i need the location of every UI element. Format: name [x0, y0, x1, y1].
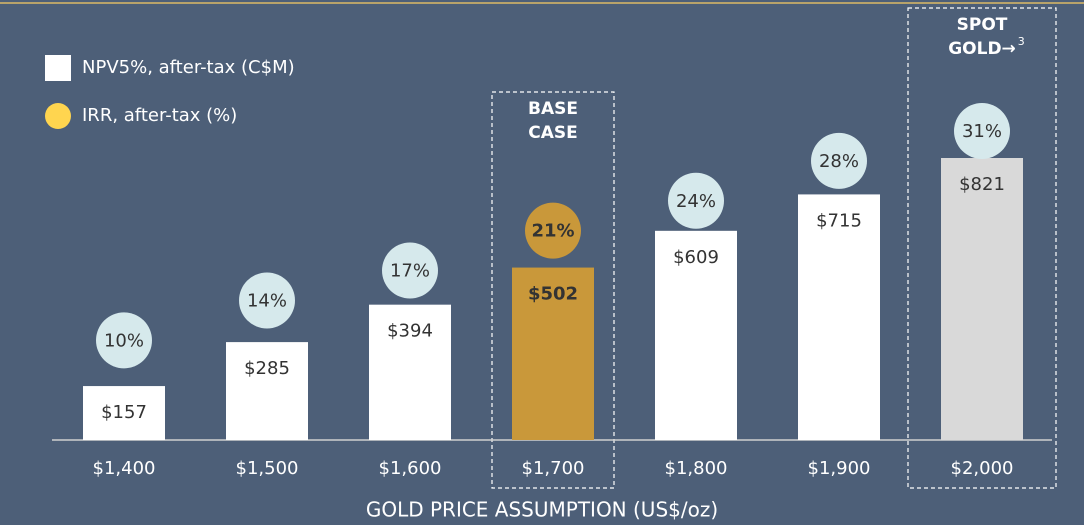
legend-swatch — [45, 55, 71, 81]
annotation: CASE — [528, 123, 578, 143]
irr-bubble — [382, 242, 438, 299]
irr-label: 17% — [390, 261, 430, 282]
bar — [941, 158, 1023, 440]
irr-label: 28% — [819, 151, 859, 172]
x-tick-label: $1,400 — [93, 458, 156, 479]
bar — [226, 342, 308, 440]
bar-value-label: $157 — [101, 402, 147, 423]
bar — [512, 267, 594, 440]
bar-value-label: $821 — [959, 174, 1005, 195]
x-tick-label: $1,900 — [808, 458, 871, 479]
irr-label: 14% — [247, 290, 287, 311]
bar-value-label: $715 — [816, 210, 862, 231]
bar — [798, 194, 880, 440]
bar — [83, 386, 165, 440]
irr-bubble — [668, 172, 724, 229]
x-tick-label: $1,700 — [522, 458, 585, 479]
x-axis-label: GOLD PRICE ASSUMPTION (US$/oz) — [366, 498, 718, 522]
bar-value-label: $285 — [244, 358, 290, 379]
irr-bubble — [954, 103, 1010, 159]
x-tick-label: $1,600 — [379, 458, 442, 479]
legend-label: NPV5%, after-tax (C$M) — [82, 57, 295, 78]
irr-label: 10% — [104, 330, 144, 351]
annotation-superscript: 3 — [1018, 35, 1025, 48]
bar — [369, 304, 451, 440]
legend-swatch — [45, 103, 71, 129]
annotation: BASE — [528, 99, 578, 119]
irr-label: 24% — [676, 191, 716, 212]
irr-label: 31% — [962, 121, 1002, 142]
bar-value-label: $502 — [528, 284, 578, 305]
bar-value-label: $394 — [387, 321, 433, 342]
irr-bubble — [239, 272, 295, 329]
irr-bubble — [525, 202, 581, 259]
irr-bubble — [811, 132, 867, 189]
irr-bubble — [96, 312, 152, 369]
annotation: GOLD→ — [948, 39, 1016, 59]
x-tick-label: $1,500 — [236, 458, 299, 479]
highlight-box — [907, 7, 1057, 489]
legend-label: IRR, after-tax (%) — [82, 105, 237, 126]
bar-value-label: $609 — [673, 247, 719, 268]
x-tick-label: $1,800 — [665, 458, 728, 479]
bar — [655, 230, 737, 440]
annotation: SPOT — [957, 15, 1008, 35]
x-tick-label: $2,000 — [951, 458, 1014, 479]
irr-label: 21% — [531, 221, 574, 242]
